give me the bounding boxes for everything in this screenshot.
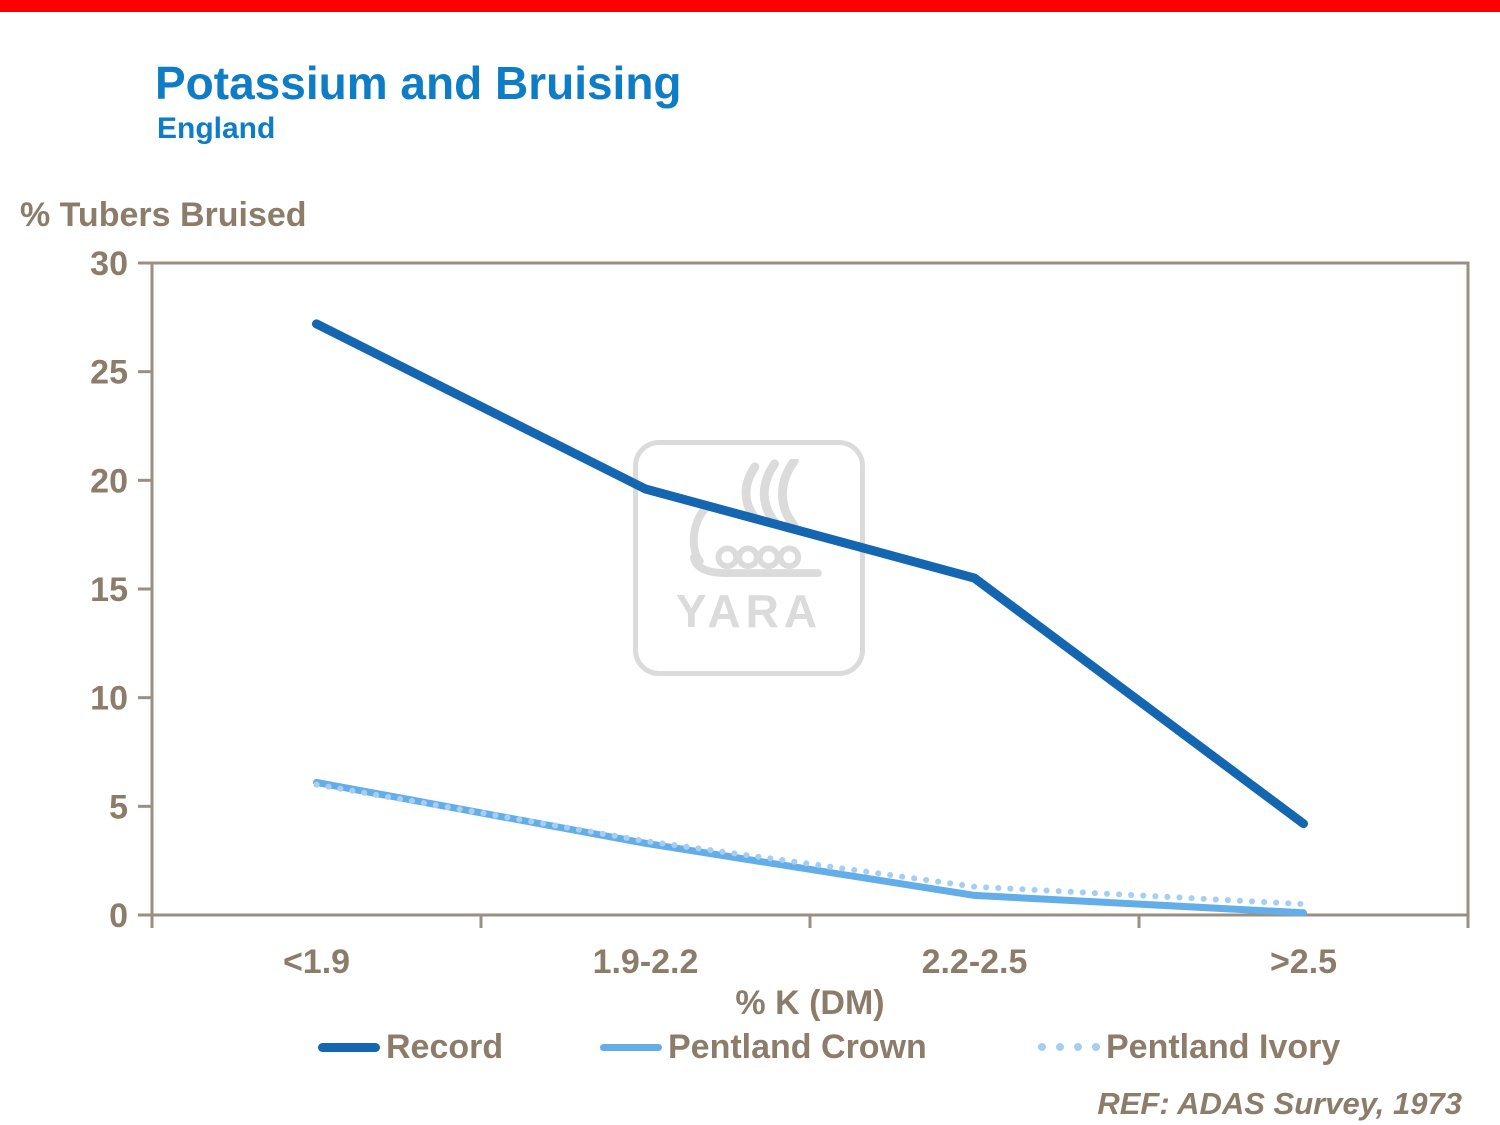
legend-label: Pentland Crown [668,1027,927,1066]
pentland-ivory-dotted-swatch-icon [1038,1043,1100,1051]
legend-item-pentland-crown: Pentland Crown [600,1024,927,1070]
yara-watermark: YARA [633,440,865,676]
legend-item-pentland-ivory: Pentland Ivory [1038,1024,1340,1070]
legend-item-record: Record [318,1024,503,1070]
viking-ship-icon [670,456,828,582]
svg-text:20: 20 [90,462,128,500]
watermark-wordmark: YARA [675,585,823,637]
reference-note: REF: ADAS Survey, 1973 [1097,1086,1462,1121]
record-line-swatch-icon [318,1042,380,1052]
chart-legend: Record Pentland Crown Pentland Ivory [0,1024,1500,1070]
svg-text:25: 25 [90,354,128,392]
svg-text:5: 5 [109,788,128,826]
chart-subtitle: England [157,112,276,145]
svg-text:1.9-2.2: 1.9-2.2 [593,943,699,981]
svg-text:>2.5: >2.5 [1270,943,1337,981]
svg-text:30: 30 [90,245,128,283]
svg-text:10: 10 [90,680,128,718]
legend-label: Record [386,1027,504,1066]
y-axis-title: % Tubers Bruised [20,196,307,234]
chart-title: Potassium and Bruising [155,57,682,109]
svg-text:0: 0 [109,897,128,935]
pentland-crown-line-swatch-icon [600,1043,662,1051]
top-red-bar [0,0,1500,12]
svg-text:<1.9: <1.9 [283,943,350,981]
legend-label: Pentland Ivory [1106,1027,1341,1066]
svg-text:15: 15 [90,571,128,609]
x-axis-title: % K (DM) [735,984,885,1022]
svg-text:2.2-2.5: 2.2-2.5 [922,943,1028,981]
